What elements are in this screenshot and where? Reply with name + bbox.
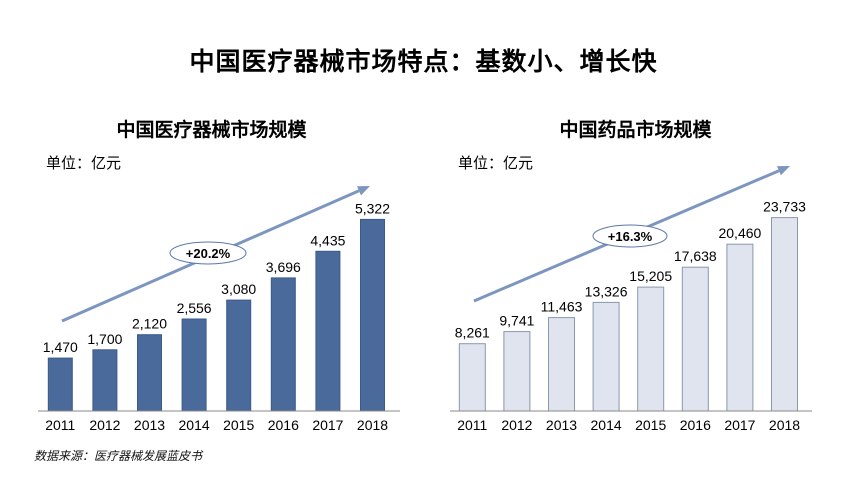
bar (592, 301, 620, 412)
bar (137, 334, 162, 412)
bar (503, 331, 531, 412)
x-tick-label: 2016 (268, 417, 299, 433)
page-title: 中国医疗器械市场特点：基数小、增长快 (189, 47, 658, 76)
x-tick-label: 2018 (357, 417, 388, 433)
medical-device-bar-chart: 1,470 2011 1,700 2012 2,120 2013 2,556 2014 3,08… (38, 186, 400, 433)
bar (270, 277, 296, 412)
data-label: 13,326 (585, 283, 628, 299)
data-label: 2,556 (177, 300, 212, 316)
x-tick-label: 2013 (134, 417, 165, 433)
medical-device-chart-panel: 中国医疗器械市场规模 单位：亿元 1,470 2011 1,700 2012 2,120… (0, 105, 423, 445)
growth-rate-bubble (592, 224, 668, 248)
x-tick-label: 2014 (179, 417, 210, 433)
bar (226, 299, 252, 412)
unit-label: 单位：亿元 (46, 154, 122, 172)
bars-group (458, 217, 798, 412)
data-label: 9,741 (499, 313, 534, 329)
x-tick-label: 2017 (312, 417, 343, 433)
source-note: 数据来源：医疗器械发展蓝皮书 (34, 449, 203, 463)
growth-arrow-head (777, 166, 790, 176)
x-tick-label: 2015 (635, 417, 666, 433)
chart-title: 中国医疗器械市场规模 (116, 119, 307, 141)
x-tick-label: 2015 (223, 417, 254, 433)
data-label: 3,080 (221, 281, 256, 297)
growth-rate-label: +20.2% (186, 246, 231, 261)
data-label: 3,696 (266, 259, 301, 275)
data-label: 15,205 (629, 268, 672, 284)
data-label: 17,638 (674, 248, 717, 264)
unit-label: 单位：亿元 (458, 154, 534, 172)
data-label: 20,460 (718, 225, 761, 241)
x-tick-label: 2012 (89, 417, 120, 433)
data-label: 5,322 (355, 200, 390, 216)
x-tick-label: 2012 (501, 417, 532, 433)
bar (47, 357, 73, 412)
chart-title: 中国药品市场规模 (559, 119, 712, 141)
pharma-bar-chart: 8,261 2011 9,741 2012 11,463 2013 13,326 2014 15… (450, 166, 812, 433)
x-tick-label: 2018 (769, 417, 800, 433)
growth-rate-label: +16.3% (608, 229, 653, 244)
data-label: 4,435 (310, 232, 345, 248)
x-tick-label: 2011 (45, 417, 75, 433)
bar (458, 343, 486, 412)
growth-rate-bubble (169, 241, 247, 265)
data-label: 23,733 (763, 199, 806, 215)
bar (726, 243, 754, 412)
x-tick-label: 2011 (457, 417, 487, 433)
data-label: 1,470 (43, 339, 78, 355)
data-label: 1,700 (87, 331, 122, 347)
pharma-chart-panel: 中国药品市场规模 单位：亿元 8,261 2011 9,741 2012 11,463 2… (424, 105, 847, 445)
data-label: 11,463 (541, 299, 583, 315)
x-tick-label: 2014 (591, 417, 622, 433)
x-tick-label: 2017 (724, 417, 755, 433)
bar (315, 250, 341, 412)
bar (681, 266, 709, 412)
bar (548, 317, 575, 412)
bar (92, 349, 118, 412)
x-tick-label: 2016 (680, 417, 711, 433)
data-label: 2,120 (132, 316, 167, 332)
bars-group (47, 218, 385, 412)
growth-arrow-head (357, 186, 370, 196)
data-label: 8,261 (455, 325, 490, 341)
bar (637, 286, 665, 412)
bar (771, 217, 798, 412)
bar (360, 218, 385, 412)
bar (181, 318, 207, 412)
x-tick-label: 2013 (546, 417, 577, 433)
